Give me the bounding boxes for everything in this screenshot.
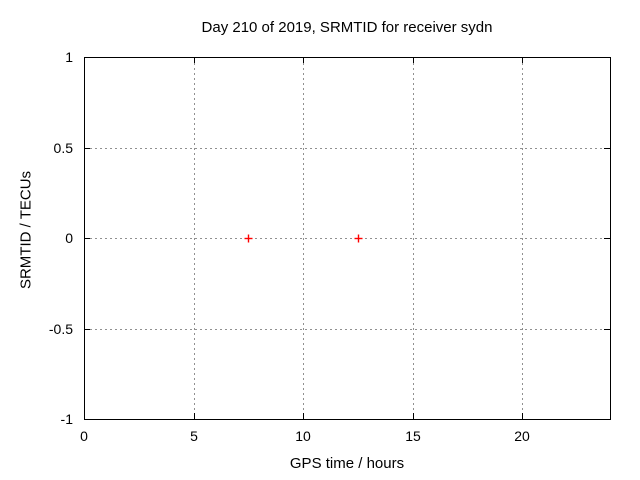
x-tick-label: 5: [190, 428, 198, 444]
x-tick-label: 15: [405, 428, 421, 444]
x-axis-label: GPS time / hours: [289, 455, 405, 472]
chart-title: Day 210 of 2019, SRMTID for receiver syd…: [201, 19, 493, 36]
y-tick-label: -0.5: [49, 321, 73, 337]
x-tick-label: 10: [295, 428, 311, 444]
y-tick-label: 0.5: [54, 140, 74, 156]
y-tick-label: 1: [65, 49, 73, 65]
y-tick-label: 0: [65, 230, 73, 246]
y-tick-label: -1: [61, 411, 74, 427]
x-tick-label: 0: [80, 428, 88, 444]
x-tick-label: 20: [514, 428, 530, 444]
